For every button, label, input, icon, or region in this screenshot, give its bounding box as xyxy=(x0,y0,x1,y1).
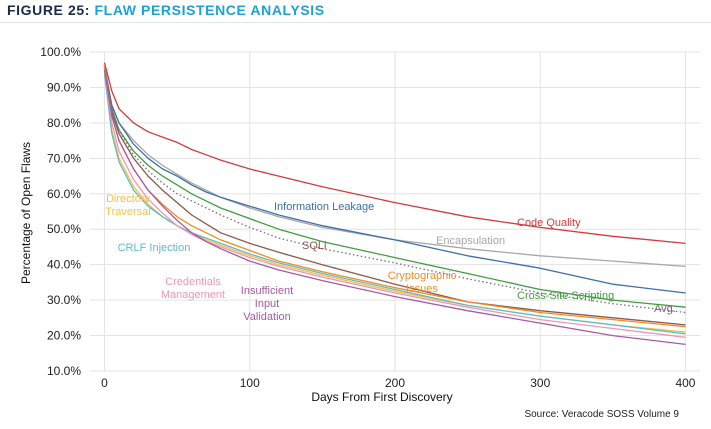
series-label-line: Validation xyxy=(243,311,291,323)
series-line-avg xyxy=(103,66,686,314)
series-labels: Code Quality Encapsulation Information Lea… xyxy=(105,193,676,323)
x-tick-label: 300 xyxy=(530,376,550,390)
y-tick-label: 100.0% xyxy=(40,45,81,59)
series-label-encapsulation: Encapsulation xyxy=(436,235,505,247)
series-label-cross-site-scripting: Cross-Site Scripting xyxy=(517,290,614,302)
series-label-line: Directory xyxy=(106,193,151,205)
y-tick-label: 40.0% xyxy=(47,258,81,272)
y-tick-label: 80.0% xyxy=(47,116,81,130)
series-line-cross-site-scripting xyxy=(103,66,686,308)
series-label-line: SQLi xyxy=(302,240,326,252)
y-tick-label: 60.0% xyxy=(47,187,81,201)
series-label-crlf-injection: CRLF Injection xyxy=(118,242,191,254)
x-tick-label: 400 xyxy=(675,376,695,390)
series-label-line: Management xyxy=(161,289,225,301)
series-line-encapsulation xyxy=(103,66,686,268)
x-tick-label: 100 xyxy=(240,376,260,390)
series-label-line: Avg. xyxy=(654,303,676,315)
figure-number: FIGURE 25: xyxy=(7,2,91,18)
series-label-line: Information Leakage xyxy=(274,201,374,213)
x-tick-label: 0 xyxy=(101,376,108,390)
x-axis-label: Days From First Discovery xyxy=(311,390,452,404)
y-tick-label: 20.0% xyxy=(47,329,81,343)
grid-lines xyxy=(90,51,700,372)
series-label-cryptographic-issues: Cryptographic Issues xyxy=(388,270,457,295)
series-label-line: Input xyxy=(255,298,279,310)
series-label-line: Cryptographic xyxy=(388,270,457,282)
source-note: Source: Veracode SOSS Volume 9 xyxy=(524,409,679,420)
series-line-insufficient-input-validation xyxy=(103,69,686,346)
series-line-credentials-management xyxy=(103,69,686,338)
x-tick-label: 200 xyxy=(385,376,405,390)
series-line-information-leakage xyxy=(103,66,686,294)
series-label-credentials-management: Credentials Management xyxy=(161,276,225,301)
series-lines xyxy=(103,62,686,346)
series-label-information-leakage: Information Leakage xyxy=(274,201,374,213)
series-line-crlf-injection xyxy=(103,73,686,335)
series-label-directory-traversal: Directory Traversal xyxy=(105,193,150,218)
y-axis-label: Percentage of Open Flaws xyxy=(19,142,33,284)
series-label-line: Credentials xyxy=(165,276,221,288)
series-label-line: Code Quality xyxy=(517,217,581,229)
y-tick-label: 10.0% xyxy=(47,364,81,378)
series-label-line: CRLF Injection xyxy=(118,242,191,254)
figure-name: FLAW PERSISTENCE ANALYSIS xyxy=(94,2,325,18)
series-label-insufficient-input-validation: Insufficient Input Validation xyxy=(241,285,293,323)
series-label-avg: Avg. xyxy=(654,303,676,315)
series-label-line: Cross-Site Scripting xyxy=(517,290,614,302)
y-tick-label: 30.0% xyxy=(47,293,81,307)
y-tick-label: 70.0% xyxy=(47,151,81,165)
series-line-code-quality xyxy=(103,62,686,245)
series-label-line: Traversal xyxy=(105,206,150,218)
series-label-sqli: SQLi xyxy=(302,240,326,252)
axis-ticks: 10.0% 20.0% 30.0% 40.0% 50.0% 60.0% 70.0% 80.0%… xyxy=(40,45,696,390)
title-divider xyxy=(0,22,711,23)
y-tick-label: 90.0% xyxy=(47,80,81,94)
series-label-line: Encapsulation xyxy=(436,235,505,247)
series-label-code-quality: Code Quality xyxy=(517,217,581,229)
series-label-line: Insufficient xyxy=(241,285,293,297)
series-label-line: Issues xyxy=(406,283,438,295)
figure-title: FIGURE 25: FLAW PERSISTENCE ANALYSIS xyxy=(7,2,325,18)
y-tick-label: 50.0% xyxy=(47,222,81,236)
